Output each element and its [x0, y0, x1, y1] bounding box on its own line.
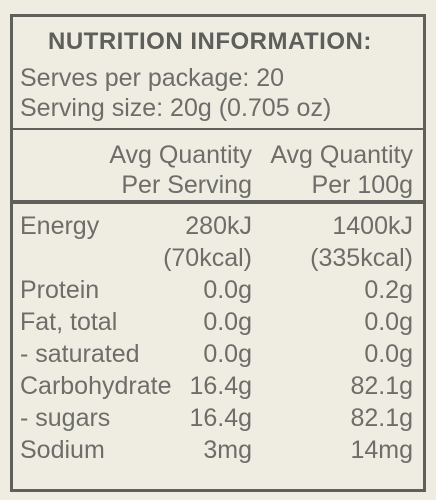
row-label: Protein	[20, 276, 100, 304]
per-serving: 0.0g	[203, 340, 252, 368]
serving-size: Serving size: 20g (0.705 oz)	[20, 94, 332, 122]
row-label: Sodium	[20, 436, 105, 464]
row-label: - sugars	[20, 404, 111, 432]
column-header: Avg Quantity	[270, 141, 413, 169]
column-header: Per 100g	[311, 171, 413, 199]
per-100g: 82.1g	[350, 372, 413, 400]
row-label: Fat, total	[20, 308, 118, 336]
per-serving: (70kcal)	[163, 244, 252, 272]
per-100g: 0.0g	[364, 308, 413, 336]
per-100g: (335kcal)	[310, 244, 413, 272]
column-header: Avg Quantity	[109, 141, 252, 169]
per-serving: 3mg	[203, 436, 252, 464]
divider	[10, 128, 426, 130]
per-100g: 82.1g	[350, 404, 413, 432]
row-label: Carbohydrate	[20, 372, 172, 400]
border-top	[10, 14, 426, 17]
border-left	[10, 14, 13, 492]
per-100g: 0.0g	[364, 340, 413, 368]
per-serving: 16.4g	[189, 372, 252, 400]
column-header: Per Serving	[121, 171, 252, 199]
title: NUTRITION INFORMATION:	[48, 28, 372, 55]
per-100g: 1400kJ	[332, 212, 413, 240]
divider-thick	[10, 200, 426, 204]
row-label: - saturated	[20, 340, 140, 368]
per-serving: 16.4g	[189, 404, 252, 432]
row-label: Energy	[20, 212, 100, 240]
border-right	[423, 14, 426, 492]
per-100g: 14mg	[350, 436, 413, 464]
per-100g: 0.2g	[364, 276, 413, 304]
per-serving: 280kJ	[185, 212, 252, 240]
serves: Serves per package: 20	[20, 64, 285, 92]
per-serving: 0.0g	[203, 308, 252, 336]
border-bottom	[10, 489, 426, 492]
per-serving: 0.0g	[203, 276, 252, 304]
